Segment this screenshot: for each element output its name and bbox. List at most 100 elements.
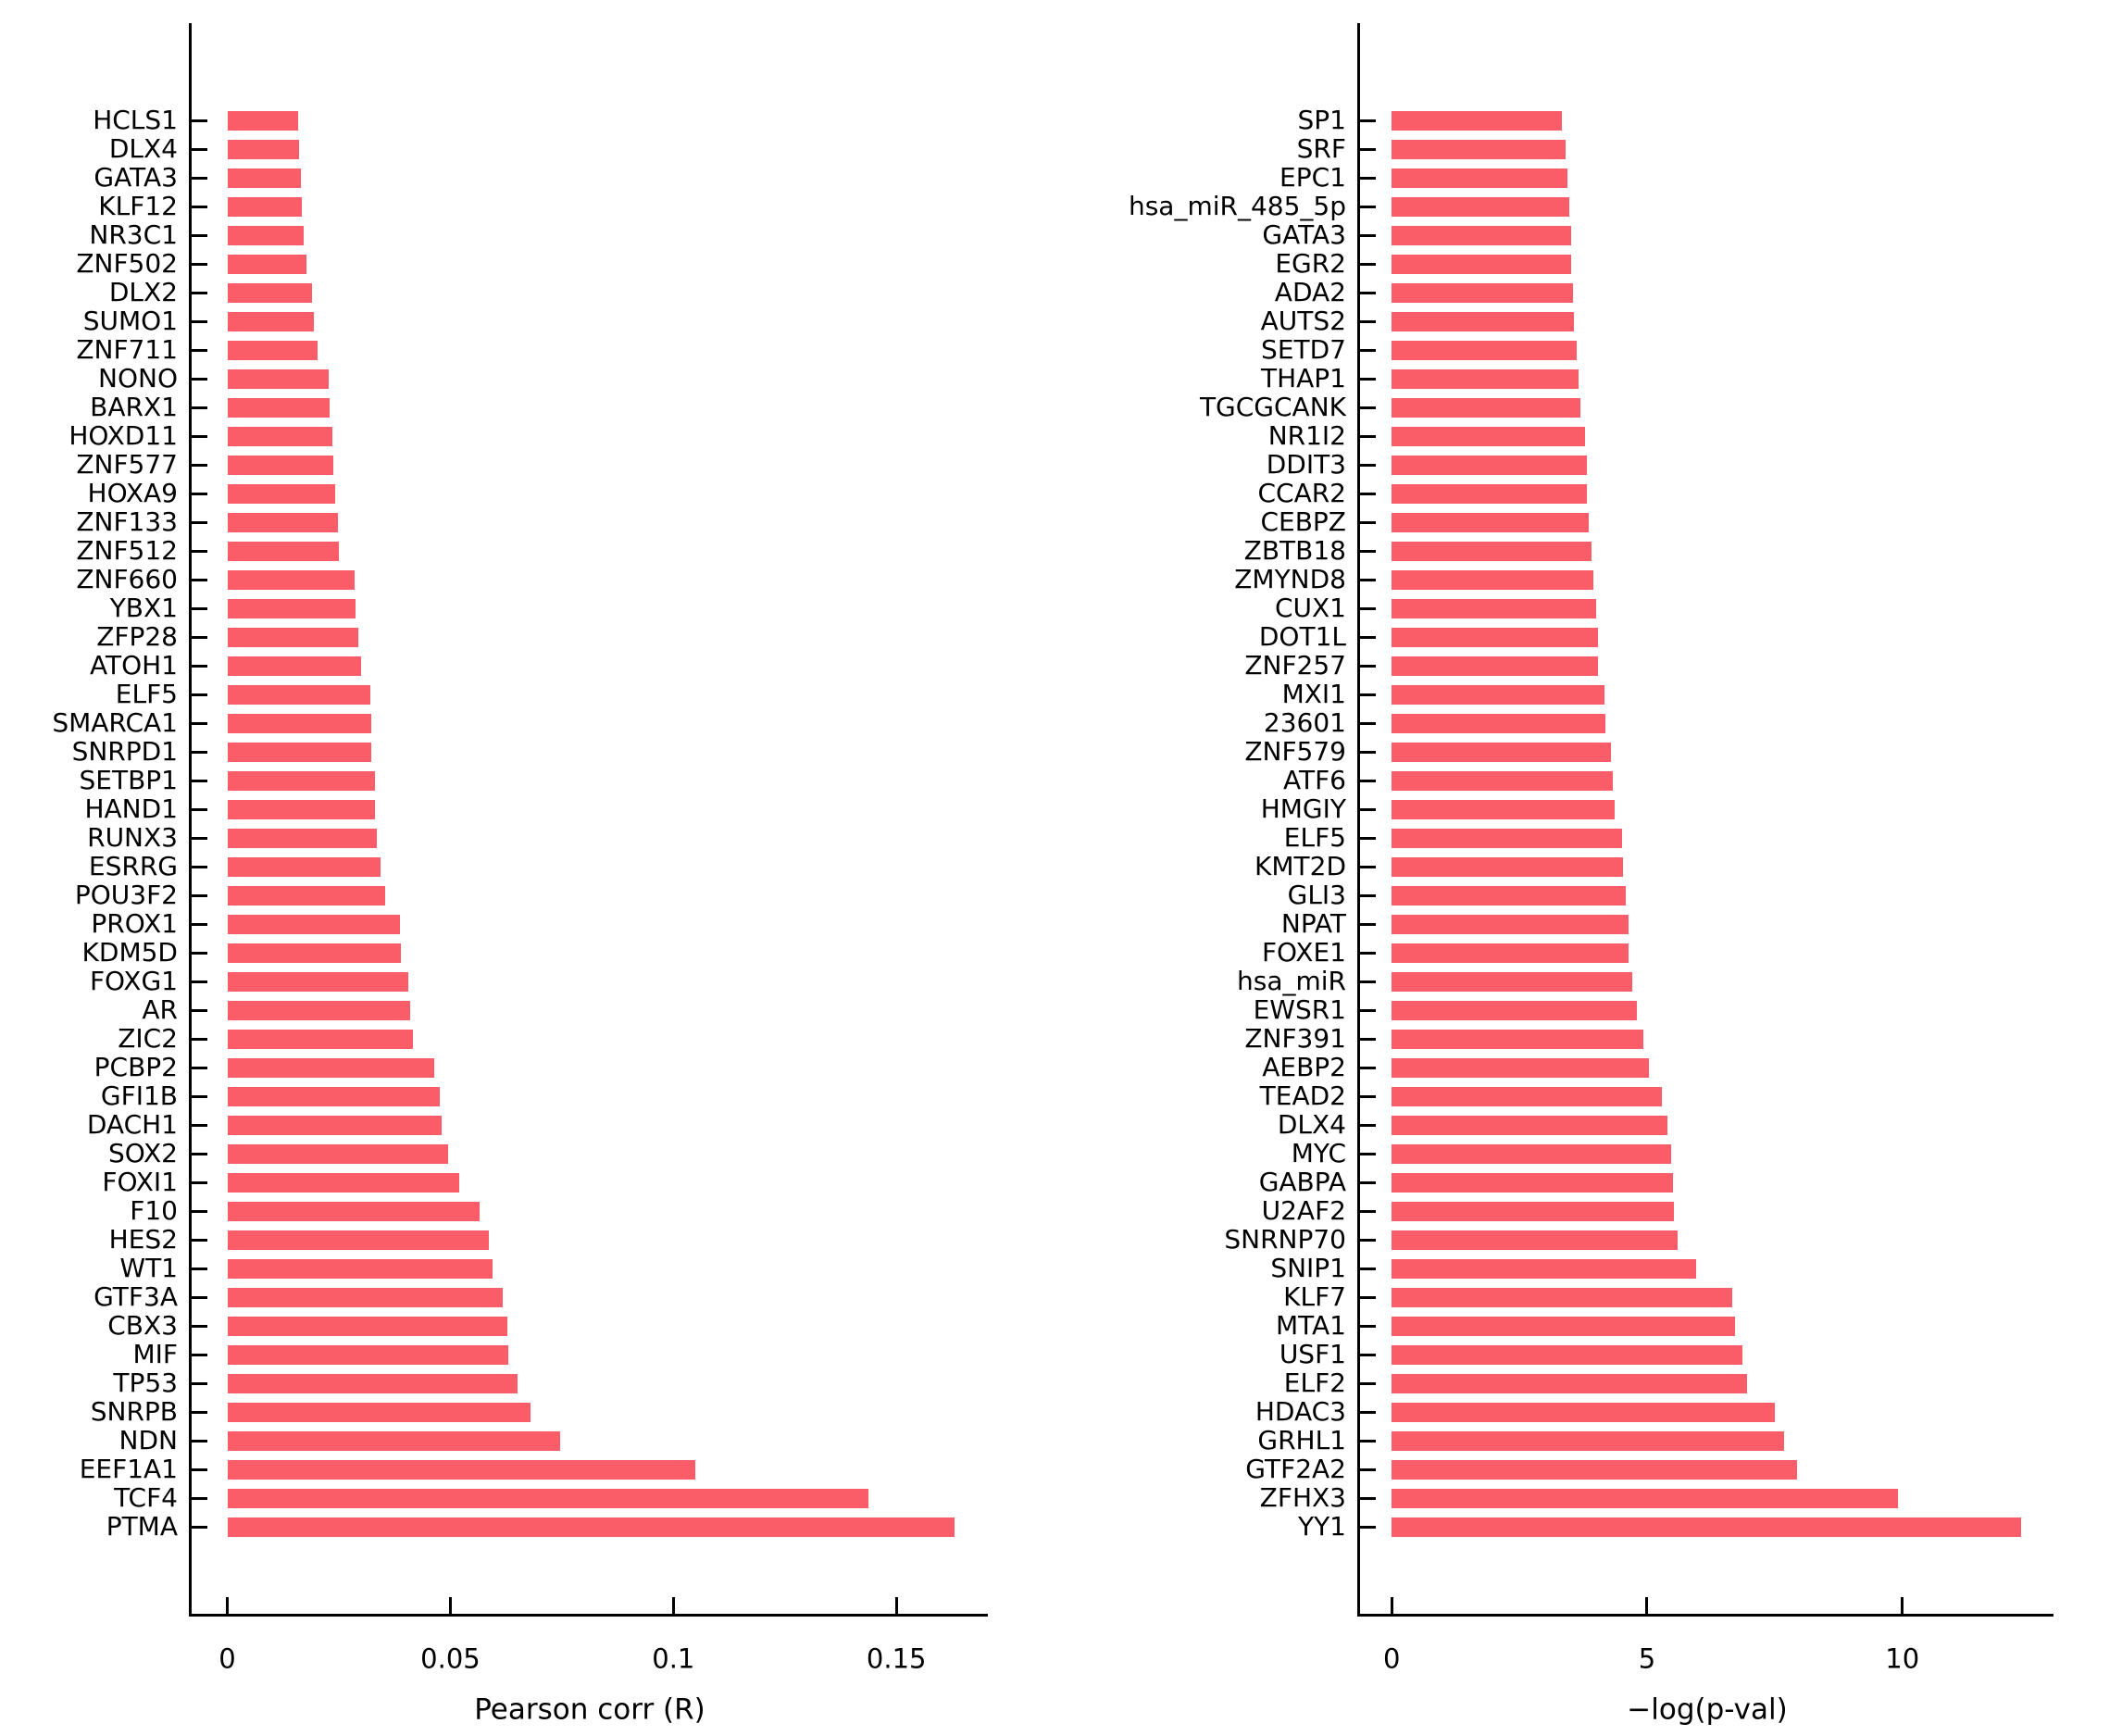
y-tick-label: GTF3A <box>94 1281 178 1312</box>
bar-ZNF579 <box>1392 742 1612 762</box>
y-tick-mark <box>1360 1295 1376 1299</box>
y-tick-label: POU3F2 <box>74 880 178 910</box>
bar-SNIP1 <box>1392 1258 1696 1279</box>
y-tick-label: WT1 <box>119 1253 178 1283</box>
bar-NONO <box>227 368 330 389</box>
x-tick-mark <box>1901 1597 1904 1614</box>
y-tick-mark <box>192 1324 207 1328</box>
y-tick-mark <box>1360 951 1376 955</box>
bar-DLX4 <box>1392 1115 1668 1135</box>
bar-GABPA <box>1392 1172 1674 1193</box>
y-tick-label: NONO <box>98 363 178 393</box>
bar-AEBP2 <box>1392 1057 1650 1078</box>
y-tick-label: SMARCA1 <box>52 707 178 738</box>
x-tick-label: 0 <box>218 1642 236 1675</box>
y-tick-mark <box>192 1152 207 1155</box>
y-tick-label: AUTS2 <box>1260 306 1346 336</box>
bar-SMARCA1 <box>227 713 371 733</box>
y-tick-mark <box>192 893 207 897</box>
bar-ZBTB18 <box>1392 541 1592 561</box>
bar-MYC <box>1392 1143 1672 1164</box>
y-tick-mark <box>192 578 207 581</box>
y-tick-label: USF1 <box>1279 1339 1346 1369</box>
y-tick-mark <box>1360 492 1376 495</box>
bar-KDM5D <box>227 943 402 963</box>
y-tick-label: KDM5D <box>81 937 178 968</box>
y-tick-label: CBX3 <box>107 1310 178 1341</box>
y-tick-mark <box>1360 319 1376 323</box>
y-tick-label: PCBP2 <box>94 1052 178 1082</box>
y-tick-label: EGR2 <box>1275 248 1346 279</box>
bar-ELF5 <box>227 684 371 705</box>
y-tick-mark <box>1360 836 1376 840</box>
bar-ATF6 <box>1392 770 1613 791</box>
y-tick-label: CUX1 <box>1274 593 1346 623</box>
bar-EEF1A1 <box>227 1459 696 1480</box>
y-tick-mark <box>192 750 207 754</box>
y-tick-label: ZNF660 <box>76 564 178 594</box>
y-tick-label: F10 <box>130 1195 178 1226</box>
bar-RUNX3 <box>227 828 378 848</box>
bar-TCF4 <box>227 1488 869 1508</box>
y-tick-label: SRF <box>1296 133 1346 164</box>
y-tick-label: DLX2 <box>108 277 178 307</box>
bar-TP53 <box>227 1373 518 1393</box>
bar-ZNF711 <box>227 340 318 360</box>
bar-DLX4 <box>227 139 299 159</box>
y-tick-mark <box>192 664 207 668</box>
y-tick-mark <box>192 1238 207 1242</box>
bar-MXI1 <box>1392 684 1604 705</box>
y-tick-label: hsa_miR_485_5p <box>1128 191 1346 221</box>
bar-CEBPZ <box>1392 512 1590 532</box>
y-tick-mark <box>192 348 207 352</box>
y-tick-mark <box>1360 578 1376 581</box>
bar-HDAC3 <box>1392 1402 1775 1422</box>
y-tick-label: CEBPZ <box>1260 506 1346 537</box>
y-tick-mark <box>1360 434 1376 438</box>
y-tick-mark <box>192 1525 207 1529</box>
bar-NPAT <box>1392 914 1629 934</box>
bar-FOXG1 <box>227 971 409 992</box>
y-tick-label: NPAT <box>1280 908 1346 939</box>
y-tick-mark <box>1360 1209 1376 1213</box>
bar-ADA2 <box>1392 282 1573 303</box>
bar-ZNF660 <box>227 569 356 590</box>
y-tick-mark <box>192 635 207 639</box>
x-tick-label: 10 <box>1885 1642 1920 1675</box>
y-tick-label: AR <box>142 994 178 1025</box>
bar-TGCGCANK <box>1392 397 1580 418</box>
x-tick-label: 5 <box>1638 1642 1656 1675</box>
bar-USF1 <box>1392 1344 1743 1365</box>
bar-MIF <box>227 1344 508 1365</box>
bar-EWSR1 <box>1392 1000 1638 1020</box>
y-tick-mark <box>1360 865 1376 868</box>
y-tick-mark <box>1360 1439 1376 1443</box>
y-tick-mark <box>192 520 207 524</box>
bar-HOXD11 <box>227 426 332 446</box>
y-tick-label: HES2 <box>108 1224 178 1255</box>
y-tick-label: SUMO1 <box>82 306 178 336</box>
x-tick-mark <box>448 1597 452 1614</box>
y-tick-mark <box>1360 1066 1376 1069</box>
bar-ELF5 <box>1392 828 1622 848</box>
bar-HAND1 <box>227 799 376 819</box>
bar-F10 <box>227 1201 480 1221</box>
y-tick-mark <box>1360 664 1376 668</box>
y-tick-label: DACH1 <box>86 1109 178 1140</box>
y-tick-mark <box>192 1295 207 1299</box>
x-tick-mark <box>1390 1597 1393 1614</box>
y-tick-mark <box>1360 922 1376 926</box>
bar-KLF12 <box>227 196 302 217</box>
y-tick-label: TCF4 <box>114 1482 178 1513</box>
y-tick-mark <box>192 807 207 811</box>
y-tick-mark <box>192 865 207 868</box>
y-tick-mark <box>1360 119 1376 122</box>
y-tick-mark <box>1360 980 1376 983</box>
bar-POU3F2 <box>227 885 385 905</box>
y-tick-mark <box>192 147 207 151</box>
y-tick-label: HOXA9 <box>87 478 178 508</box>
y-tick-label: NR3C1 <box>89 219 178 250</box>
y-tick-mark <box>1360 291 1376 294</box>
bar-ZNF391 <box>1392 1029 1644 1049</box>
